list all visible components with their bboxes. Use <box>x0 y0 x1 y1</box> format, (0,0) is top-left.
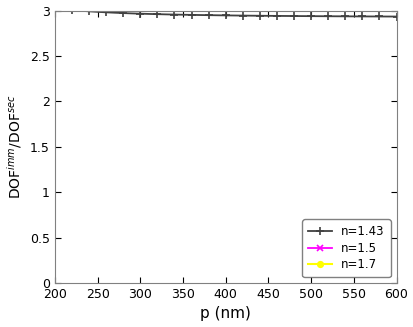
X-axis label: p (nm): p (nm) <box>200 306 251 321</box>
n=1.43 <box>129 11 134 15</box>
n=1.43 <box>78 9 83 13</box>
n=1.43 <box>86 9 91 13</box>
n=1.43 <box>223 13 228 17</box>
n=1.43 <box>171 13 176 17</box>
n=1.43 <box>359 14 364 18</box>
n=1.43 <box>299 14 304 18</box>
n=1.43 <box>316 14 321 18</box>
n=1.43 <box>368 14 373 18</box>
n=1.43 <box>95 10 100 14</box>
n=1.43 <box>189 13 194 17</box>
Legend: n=1.43, n=1.5, n=1.7: n=1.43, n=1.5, n=1.7 <box>301 219 389 277</box>
n=1.43 <box>248 14 253 18</box>
Line: n=1.43: n=1.43 <box>50 4 400 21</box>
n=1.43 <box>69 8 74 12</box>
n=1.43 <box>257 14 262 18</box>
n=1.43 <box>52 6 57 10</box>
n=1.43 <box>308 14 313 18</box>
n=1.43 <box>231 13 236 17</box>
n=1.43 <box>291 14 296 18</box>
n=1.43 <box>103 10 108 14</box>
n=1.43 <box>282 14 287 18</box>
n=1.43 <box>342 14 347 18</box>
n=1.43 <box>333 14 338 18</box>
n=1.43 <box>154 12 159 16</box>
n=1.43 <box>376 14 381 18</box>
n=1.43 <box>240 14 244 18</box>
n=1.43 <box>112 11 117 15</box>
n=1.43 <box>180 13 185 17</box>
n=1.43 <box>206 13 211 17</box>
n=1.43 <box>197 13 202 17</box>
n=1.43 <box>265 14 270 18</box>
n=1.43 <box>214 13 219 17</box>
Y-axis label: DOF$^{imm}$/DOF$^{sec}$: DOF$^{imm}$/DOF$^{sec}$ <box>5 95 24 199</box>
n=1.43 <box>163 12 168 16</box>
n=1.43 <box>61 7 66 11</box>
n=1.43 <box>393 15 398 19</box>
n=1.43 <box>351 14 356 18</box>
n=1.43 <box>385 15 389 19</box>
n=1.43 <box>274 14 279 18</box>
n=1.43 <box>138 12 142 16</box>
n=1.43 <box>146 12 151 16</box>
n=1.43 <box>121 11 126 15</box>
n=1.43 <box>325 14 330 18</box>
